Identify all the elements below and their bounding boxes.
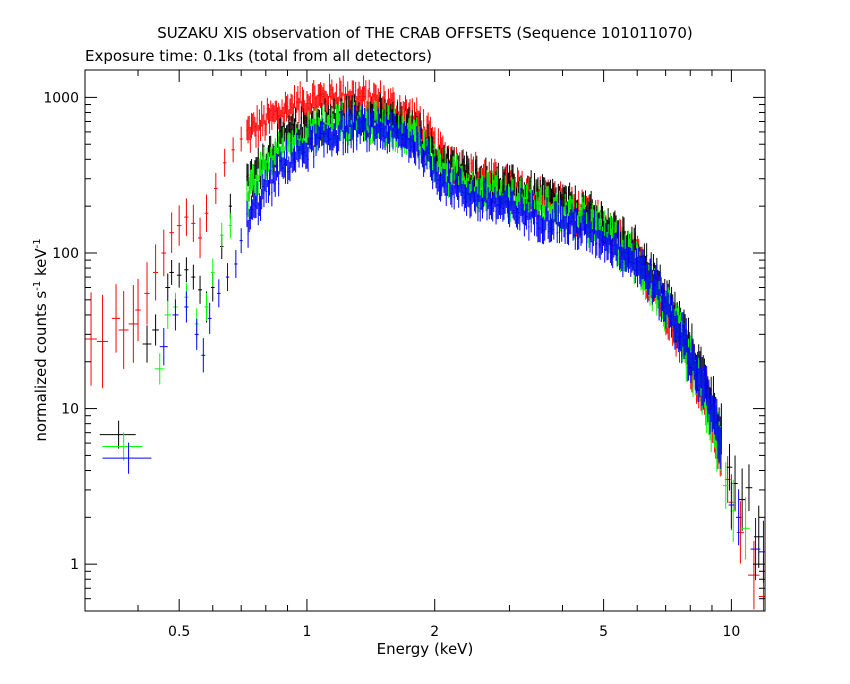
x-tick-label: 0.5 [168, 624, 190, 640]
y-label-main: normalized counts s [32, 291, 50, 442]
y-tick-label: 1 [70, 557, 79, 573]
x-tick-label: 5 [599, 624, 608, 640]
y-axis-label: normalized counts s-1 keV-1 [32, 238, 50, 441]
y-tick-label: 1000 [43, 90, 79, 106]
y-tick-label: 100 [52, 246, 79, 262]
y-label-unit: keV [32, 248, 50, 281]
plot-frame [84, 69, 766, 612]
x-tick-label: 1 [302, 624, 311, 640]
chart-title: SUZAKU XIS observation of THE CRAB OFFSE… [157, 24, 693, 42]
x-tick-label: 2 [430, 624, 439, 640]
axes-layer: 0.5 1 2 5 10 1 10 100 1000 [43, 70, 765, 640]
data-layer [85, 73, 765, 611]
x-axis-label: Energy (keV) [377, 640, 474, 658]
series-3 [102, 104, 765, 583]
series-2 [102, 97, 750, 560]
y-tick-label: 10 [61, 402, 79, 418]
chart-subtitle: Exposure time: 0.1ks (total from all det… [85, 47, 432, 65]
x-tick-label: 10 [722, 624, 740, 640]
y-label-exp1: -1 [32, 281, 43, 291]
y-label-exp2: -1 [32, 238, 43, 248]
